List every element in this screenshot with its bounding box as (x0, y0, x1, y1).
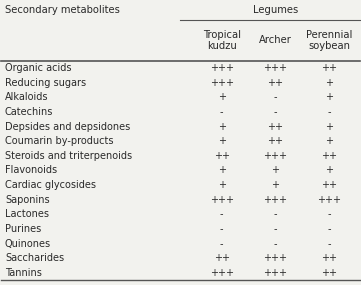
Text: Saccharides: Saccharides (5, 253, 64, 263)
Text: Tannins: Tannins (5, 268, 42, 278)
Text: +: + (325, 121, 333, 131)
Text: ++: ++ (214, 151, 230, 161)
Text: +: + (271, 180, 279, 190)
Text: +++: +++ (264, 63, 287, 73)
Text: +++: +++ (210, 78, 234, 87)
Text: +: + (325, 92, 333, 102)
Text: Reducing sugars: Reducing sugars (5, 78, 86, 87)
Text: Alkaloids: Alkaloids (5, 92, 48, 102)
Text: ++: ++ (321, 63, 337, 73)
Text: +++: +++ (210, 268, 234, 278)
Text: ++: ++ (321, 180, 337, 190)
Text: -: - (220, 209, 223, 219)
Text: ++: ++ (321, 253, 337, 263)
Text: -: - (327, 239, 331, 249)
Text: +: + (325, 78, 333, 87)
Text: Coumarin by-products: Coumarin by-products (5, 136, 113, 146)
Text: Secondary metabolites: Secondary metabolites (5, 5, 120, 15)
Text: +++: +++ (210, 63, 234, 73)
Text: +++: +++ (264, 253, 287, 263)
Text: +: + (271, 165, 279, 176)
Text: Legumes: Legumes (253, 5, 298, 15)
Text: Quinones: Quinones (5, 239, 51, 249)
Text: ++: ++ (268, 136, 283, 146)
Text: -: - (274, 239, 277, 249)
Text: Tropical
kudzu: Tropical kudzu (203, 30, 241, 51)
Text: +: + (218, 180, 226, 190)
Text: Purines: Purines (5, 224, 41, 234)
Text: -: - (327, 224, 331, 234)
Text: +++: +++ (264, 195, 287, 205)
Text: Perennial
soybean: Perennial soybean (306, 30, 352, 51)
Text: ++: ++ (321, 151, 337, 161)
Text: +++: +++ (264, 151, 287, 161)
Text: -: - (274, 92, 277, 102)
Text: +: + (325, 165, 333, 176)
Text: +++: +++ (264, 268, 287, 278)
Text: -: - (327, 107, 331, 117)
Text: -: - (220, 239, 223, 249)
Text: -: - (220, 224, 223, 234)
Text: Depsides and depsidones: Depsides and depsidones (5, 121, 130, 131)
Text: +++: +++ (317, 195, 341, 205)
Text: Flavonoids: Flavonoids (5, 165, 57, 176)
Text: -: - (220, 107, 223, 117)
Text: -: - (274, 107, 277, 117)
Text: +: + (218, 92, 226, 102)
Text: ++: ++ (268, 121, 283, 131)
Text: +: + (325, 136, 333, 146)
Text: +++: +++ (210, 195, 234, 205)
Text: -: - (327, 209, 331, 219)
Text: Cardiac glycosides: Cardiac glycosides (5, 180, 96, 190)
Text: Catechins: Catechins (5, 107, 53, 117)
Text: Lactones: Lactones (5, 209, 49, 219)
Text: Organic acids: Organic acids (5, 63, 71, 73)
Text: -: - (274, 224, 277, 234)
Text: ++: ++ (214, 253, 230, 263)
Text: +: + (218, 121, 226, 131)
Text: ++: ++ (268, 78, 283, 87)
Text: ++: ++ (321, 268, 337, 278)
Text: +: + (218, 136, 226, 146)
Text: -: - (274, 209, 277, 219)
Text: Steroids and triterpenoids: Steroids and triterpenoids (5, 151, 132, 161)
Text: Saponins: Saponins (5, 195, 49, 205)
Text: Archer: Archer (259, 35, 292, 45)
Text: +: + (218, 165, 226, 176)
